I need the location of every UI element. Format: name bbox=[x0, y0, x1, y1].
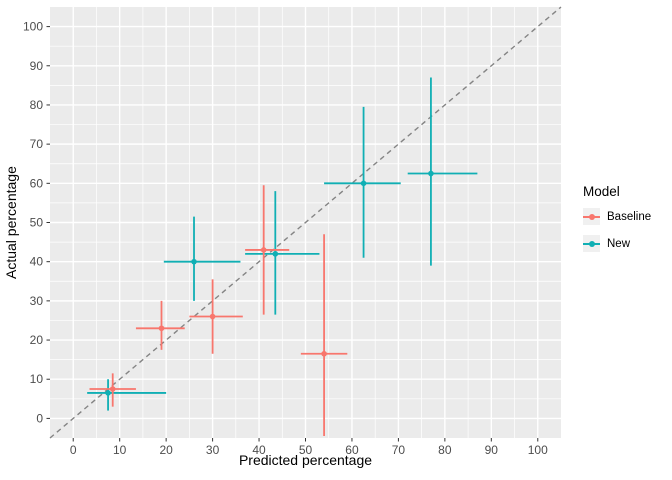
legend-key-dot bbox=[588, 240, 595, 247]
x-tick-label: 40 bbox=[252, 443, 266, 457]
y-tick-label: 90 bbox=[30, 59, 44, 73]
data-point-baseline bbox=[109, 386, 116, 392]
y-tick-label: 10 bbox=[30, 372, 44, 386]
legend: Model Baseline New bbox=[583, 184, 651, 262]
x-tick-label: 100 bbox=[528, 443, 548, 457]
data-point-new bbox=[428, 170, 434, 177]
x-tick-label: 30 bbox=[206, 443, 220, 457]
y-tick-label: 40 bbox=[30, 255, 44, 269]
legend-key-pointrange-icon bbox=[583, 208, 600, 225]
y-tick-label: 70 bbox=[30, 137, 44, 151]
x-tick-label: 20 bbox=[159, 443, 173, 457]
y-tick-label: 30 bbox=[30, 294, 44, 308]
legend-key-dot bbox=[588, 213, 595, 220]
x-tick-label: 90 bbox=[485, 443, 499, 457]
y-tick-label: 0 bbox=[36, 411, 43, 425]
data-point-new bbox=[191, 258, 197, 265]
legend-item-baseline: Baseline bbox=[583, 208, 651, 225]
x-axis-title: Predicted percentage bbox=[238, 452, 373, 468]
x-tick-label: 0 bbox=[70, 443, 77, 457]
y-tick-label: 20 bbox=[30, 333, 44, 347]
x-tick-label: 70 bbox=[392, 443, 406, 457]
legend-title: Model bbox=[583, 184, 620, 199]
data-point-baseline bbox=[260, 247, 267, 253]
legend-key-pointrange-icon bbox=[583, 235, 600, 252]
y-tick-label: 100 bbox=[23, 20, 43, 34]
identity-dashed-line bbox=[49, 6, 562, 439]
data-point-baseline bbox=[158, 325, 165, 332]
y-tick-label: 60 bbox=[30, 176, 44, 190]
data-point-new bbox=[105, 390, 111, 396]
x-tick-label: 10 bbox=[113, 443, 127, 457]
y-tick-label: 50 bbox=[30, 216, 44, 230]
data-point-baseline bbox=[209, 313, 216, 320]
x-tick-label: 80 bbox=[438, 443, 452, 457]
legend-item-label: New bbox=[607, 237, 631, 250]
legend-item-new: New bbox=[583, 235, 651, 252]
data-point-new bbox=[272, 251, 279, 257]
legend-items: Baseline New bbox=[583, 208, 651, 252]
x-tick-label: 60 bbox=[345, 443, 359, 457]
y-tick-label: 80 bbox=[30, 98, 44, 112]
legend-item-label: Baseline bbox=[607, 210, 652, 223]
data-point-baseline bbox=[321, 350, 327, 357]
data-point-new bbox=[360, 180, 367, 187]
y-axis-title: Actual percentage bbox=[3, 166, 19, 279]
x-tick-label: 50 bbox=[299, 443, 313, 457]
